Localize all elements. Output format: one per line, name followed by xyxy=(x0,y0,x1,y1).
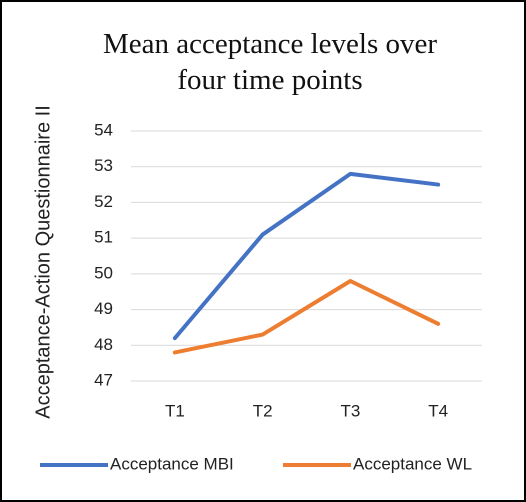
legend-label: Acceptance MBI xyxy=(110,454,234,473)
x-tick-label: T2 xyxy=(253,401,273,420)
y-tick-label: 54 xyxy=(94,120,113,139)
chart-title: Mean acceptance levels over four time po… xyxy=(102,28,438,96)
y-tick-label: 51 xyxy=(94,228,113,247)
series-line xyxy=(172,171,441,341)
x-tick-label: T4 xyxy=(428,401,448,420)
x-tick-label: T3 xyxy=(340,401,360,420)
y-tick-label: 49 xyxy=(94,299,113,318)
series-line xyxy=(172,279,441,355)
x-tick-label: T1 xyxy=(165,401,185,420)
y-axis-label: Acceptance-Action Questionnaire II xyxy=(32,105,54,419)
y-tick-label: 47 xyxy=(94,370,113,389)
y-tick-label: 50 xyxy=(94,263,113,282)
y-tick-label: 48 xyxy=(94,335,113,354)
y-tick-label: 53 xyxy=(94,156,113,175)
legend-label: Acceptance WL xyxy=(353,454,472,473)
y-tick-label: 52 xyxy=(94,192,113,211)
